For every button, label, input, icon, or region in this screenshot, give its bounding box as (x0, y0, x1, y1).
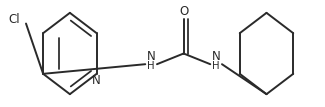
Text: N: N (92, 74, 101, 87)
Text: H: H (212, 61, 220, 71)
Text: O: O (179, 5, 188, 18)
Text: Cl: Cl (8, 13, 20, 26)
Text: H: H (147, 61, 155, 71)
Text: N: N (147, 50, 155, 63)
Text: N: N (212, 50, 220, 63)
